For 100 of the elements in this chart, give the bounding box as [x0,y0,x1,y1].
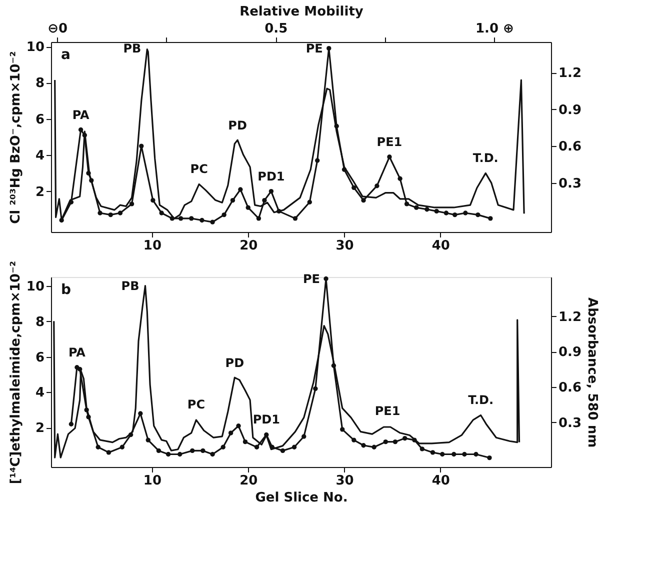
annotation: PD [225,356,244,370]
point [200,448,206,454]
y2-tick-label: 1.2 [558,66,582,82]
point [189,216,194,221]
y-tick-label: 8 [35,314,44,330]
x2-tick-label: 0.5 [264,22,288,36]
y-tick-label: 2 [35,184,44,200]
y2-tick-label: 1.2 [558,310,582,325]
y-tick-label: 6 [35,350,44,366]
point [238,187,243,192]
point [292,216,298,221]
point [352,185,356,190]
y2-tick-label: 0.3 [558,176,582,192]
point [302,434,306,439]
point [150,198,156,203]
point [430,450,436,455]
point [108,212,113,218]
point [78,127,84,132]
point [230,198,236,203]
point [372,444,376,450]
point [392,439,398,444]
annotation: b [61,282,72,298]
y2-tick-label: 0.9 [558,102,582,118]
point [440,452,445,457]
point [434,208,439,214]
point [352,438,356,442]
point [129,202,134,206]
point [361,443,366,448]
x-tick-label: 30 [336,474,354,488]
annotation: T.D. [468,393,494,408]
point [387,154,392,160]
point [452,452,456,457]
x2-axis-title: Relative Mobility [240,4,364,20]
point [222,212,226,218]
point [361,198,366,203]
point [156,448,162,454]
x-tick-label: 10 [143,474,162,488]
point [452,212,458,218]
point [138,411,143,416]
y-tick-label: 6 [35,112,44,128]
y2-tick-label: 0.9 [558,345,582,360]
y-tick-label: 8 [35,76,44,92]
point [307,200,312,204]
point [383,439,388,444]
y2-axis-title: Absorbance, 580 nm [584,297,600,448]
point [476,212,480,218]
annotation: PE [303,272,320,286]
point [118,210,123,216]
annotation: PC [187,398,206,412]
point [166,452,171,457]
y2-tick-label: 0.6 [558,140,582,155]
point [178,216,184,221]
point [242,439,248,444]
annotation: PD1 [258,169,285,184]
y-axis-title: [¹⁴C]ethylmaleimide,cpm×10⁻² [8,260,24,484]
point [178,452,182,457]
point [420,446,424,452]
point [315,158,320,163]
annotation: PC [190,162,208,176]
annotation: T.D. [472,151,498,166]
point [262,198,267,203]
point [228,430,234,436]
annotation: a [61,47,70,63]
y-tick-label: 4 [35,148,44,164]
x2-tick-label: ⊖0 [48,22,68,36]
y-tick-label: 4 [35,386,44,401]
point [159,210,164,216]
x-axis-title: Gel Slice No. [255,490,348,506]
point [463,210,468,216]
point [462,452,467,457]
x-tick-label: 30 [336,238,354,254]
annotation: PB [123,41,142,56]
annotation: PD1 [252,412,280,427]
point [398,176,402,181]
point [120,444,124,450]
annotation: PA [72,108,90,122]
y2-tick-label: 0.3 [558,416,582,431]
point [487,455,492,460]
annotation: PD [228,118,247,133]
point [444,210,449,216]
point [68,422,74,426]
point [210,452,215,457]
point [106,450,112,455]
annotation: PA [68,345,86,360]
point [246,205,250,210]
point [292,444,297,450]
point [200,218,204,223]
point [474,452,478,457]
x-tick-label: 20 [240,238,258,254]
point [146,438,150,442]
point [402,436,408,441]
y-axis-title: Cl ²⁰³Hg BzO⁻,cpm×10⁻² [8,51,24,224]
x-tick-label: 40 [432,238,450,254]
point [424,207,430,212]
point [139,144,144,148]
point [190,448,195,454]
point [210,220,215,224]
annotation: PB [121,278,140,293]
y-tick-label: 2 [35,421,44,436]
point [236,424,241,428]
